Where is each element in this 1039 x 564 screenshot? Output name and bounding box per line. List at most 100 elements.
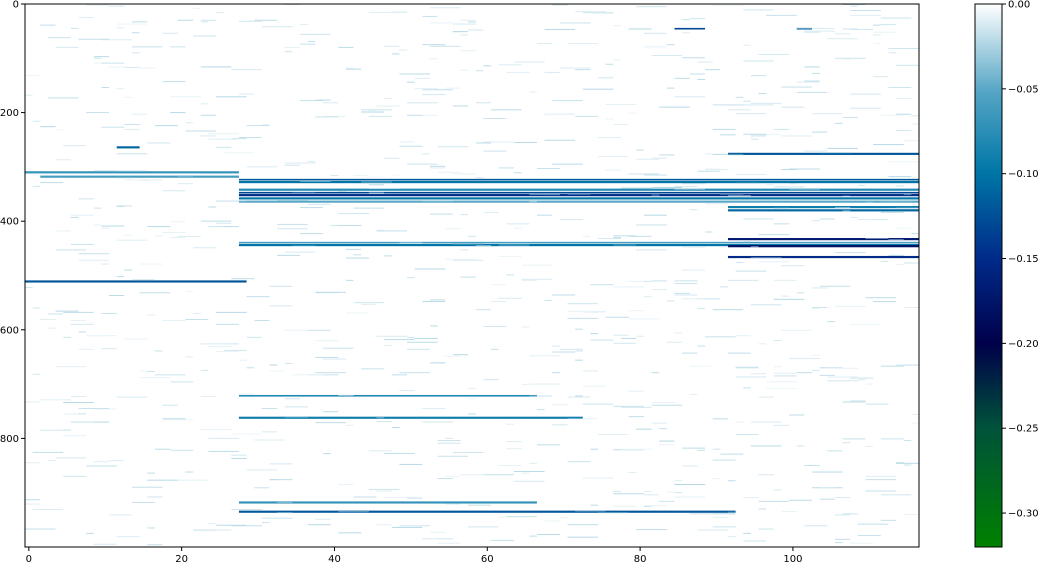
heatmap-cell <box>842 210 851 212</box>
heatmap-cell <box>567 310 591 312</box>
heatmap-cell <box>743 497 759 499</box>
heatmap-band-12 <box>238 244 919 247</box>
heatmap-cell <box>422 153 430 155</box>
heatmap-band-9 <box>727 206 919 209</box>
heatmap-cell <box>429 362 446 364</box>
heatmap-cell <box>766 202 774 204</box>
heatmap-cell <box>651 402 675 404</box>
heatmap-cell <box>697 449 706 451</box>
heatmap-cell <box>827 367 858 369</box>
heatmap-cell <box>32 307 41 309</box>
heatmap-cell <box>873 43 881 45</box>
heatmap-band-7 <box>238 197 919 200</box>
heatmap-cell <box>674 484 706 486</box>
heatmap-cell <box>353 302 385 304</box>
heatmap-cell <box>109 460 125 462</box>
heatmap-cell <box>850 377 874 379</box>
heatmap-cell <box>384 339 415 341</box>
heatmap-cell <box>827 380 858 382</box>
heatmap-cell <box>468 235 476 237</box>
heatmap-band-3 <box>238 181 919 184</box>
heatmap-cell <box>361 303 377 305</box>
heatmap-cell <box>674 280 698 282</box>
heatmap-cell <box>361 181 392 183</box>
heatmap-cell <box>712 459 736 461</box>
heatmap-cell <box>231 278 255 280</box>
heatmap-cell <box>628 28 652 30</box>
heatmap-cell <box>666 44 675 46</box>
heatmap-cell <box>40 429 71 431</box>
heatmap-cell <box>552 351 576 353</box>
heatmap-cell <box>666 341 683 343</box>
heatmap-cell <box>812 471 843 473</box>
heatmap-cell <box>70 320 87 322</box>
heatmap-cell <box>758 93 767 95</box>
heatmap-cell <box>506 448 522 450</box>
heatmap-cell <box>300 33 331 35</box>
heatmap-cell <box>873 76 889 78</box>
heatmap-cell <box>231 138 247 140</box>
heatmap-cell <box>850 216 858 218</box>
heatmap-cell <box>116 205 132 207</box>
heatmap-cell <box>529 355 560 357</box>
heatmap-cell <box>86 532 94 534</box>
heatmap-cell <box>651 157 667 159</box>
heatmap-cell <box>743 9 774 11</box>
heatmap-cell <box>873 301 897 303</box>
heatmap-cell <box>269 364 278 366</box>
heatmap-cell <box>911 413 919 415</box>
heatmap-cell <box>384 497 415 499</box>
heatmap-cell <box>101 348 117 350</box>
heatmap-cell <box>399 390 415 392</box>
heatmap-cell <box>124 96 132 98</box>
heatmap-cell <box>200 429 232 431</box>
heatmap-cell <box>521 264 553 266</box>
heatmap-cell <box>781 265 805 267</box>
heatmap-cell <box>598 434 629 436</box>
heatmap-cell <box>727 352 751 354</box>
heatmap-cell <box>170 112 186 114</box>
heatmap-cell <box>70 421 94 423</box>
heatmap-cell <box>628 112 637 114</box>
heatmap-cell <box>529 395 553 397</box>
heatmap-cell <box>712 5 744 7</box>
heatmap-cell <box>727 279 759 281</box>
heatmap-cell <box>246 469 278 471</box>
heatmap-cell <box>758 500 790 502</box>
heatmap-cell <box>147 371 155 373</box>
heatmap-cell <box>834 33 851 35</box>
heatmap-cell <box>613 505 637 507</box>
heatmap-cell <box>55 159 71 161</box>
heatmap-cell <box>32 185 41 187</box>
heatmap-cell <box>643 505 652 507</box>
y-tick-label: 400 <box>0 217 19 228</box>
heatmap-cell <box>659 444 675 446</box>
heatmap-cell <box>475 177 484 179</box>
heatmap-cell <box>735 421 744 423</box>
heatmap-cell <box>78 348 94 350</box>
heatmap-cell <box>407 336 415 338</box>
heatmap-cell <box>651 422 667 424</box>
heatmap-cell <box>338 511 369 513</box>
heatmap-cell <box>200 66 232 68</box>
heatmap-cell <box>422 89 453 91</box>
heatmap-cell <box>552 404 568 406</box>
heatmap-cell <box>429 325 438 327</box>
colorbar-tick-label: −0.10 <box>1008 169 1039 180</box>
heatmap-cell <box>911 422 919 424</box>
heatmap-cell <box>697 61 713 63</box>
heatmap-cell <box>468 526 499 528</box>
heatmap-cell <box>506 223 530 225</box>
heatmap-cell <box>277 200 308 202</box>
heatmap-cell <box>621 448 652 450</box>
heatmap-cell <box>86 4 110 6</box>
heatmap-cell <box>514 470 545 472</box>
heatmap-cell <box>460 69 469 71</box>
heatmap-cell <box>246 125 270 127</box>
heatmap-cell <box>216 350 239 352</box>
heatmap-cell <box>743 532 751 534</box>
heatmap-cell <box>636 335 644 337</box>
heatmap-cell <box>735 173 767 175</box>
heatmap-cell <box>758 261 790 263</box>
heatmap-cell <box>521 472 530 474</box>
